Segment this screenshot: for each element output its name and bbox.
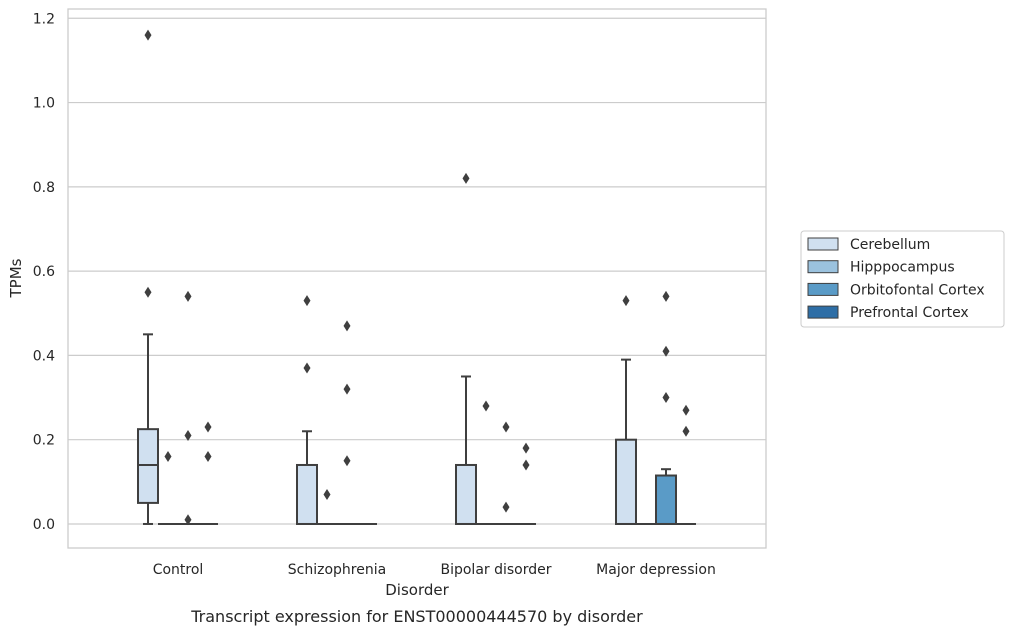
box-body <box>455 463 477 525</box>
outlier-point <box>204 421 212 433</box>
outlier-point <box>303 362 311 374</box>
x-tick-label: Schizophrenia <box>288 562 386 578</box>
outlier-point <box>462 172 470 184</box>
legend-label: Cerebellum <box>850 237 930 253</box>
y-tick-labels: 0.0 0.2 0.4 0.6 0.8 1.0 1.2 <box>33 11 55 533</box>
outlier-point <box>502 501 510 513</box>
y-tick-label: 0.8 <box>33 180 55 196</box>
outlier-point <box>662 290 670 302</box>
x-tick-label: Bipolar disorder <box>440 562 551 578</box>
x-tick-label: Major depression <box>596 562 716 578</box>
outlier-point <box>622 295 630 307</box>
box-body <box>655 474 677 525</box>
outlier-point <box>522 442 530 454</box>
box-body <box>615 438 637 525</box>
chart-caption: Transcript expression for ENST0000044457… <box>190 607 643 626</box>
y-tick-label: 0.4 <box>33 348 55 364</box>
box-3-0 <box>615 295 637 525</box>
y-tick-label: 0.2 <box>33 433 55 449</box>
box-2-0 <box>455 172 477 525</box>
legend-swatch <box>807 260 839 274</box>
box-0-2 <box>178 290 198 526</box>
box-3-2 <box>655 290 677 525</box>
plot-marks <box>137 29 696 526</box>
legend-swatch <box>807 282 839 296</box>
box-3-3 <box>676 404 696 525</box>
box-body <box>296 463 318 525</box>
outlier-point <box>682 425 690 437</box>
outlier-point <box>184 429 192 441</box>
outlier-point <box>482 400 490 412</box>
outlier-point <box>164 451 172 463</box>
legend-frame <box>800 230 1005 328</box>
box-1-2 <box>337 320 357 525</box>
legend-swatch <box>807 237 839 251</box>
outlier-point <box>204 451 212 463</box>
x-tick-labels: Control Schizophrenia Bipolar disorder Majo… <box>153 562 716 578</box>
outlier-point <box>343 383 351 395</box>
legend: Cerebellum Hipppocampus Orbitofontal Corte… <box>800 230 1005 328</box>
outlier-point <box>343 455 351 467</box>
y-tick-label: 1.0 <box>33 96 55 112</box>
outlier-point <box>184 514 192 526</box>
y-tick-label: 1.2 <box>33 11 55 27</box>
outlier-point <box>522 459 530 471</box>
box-0-1 <box>158 451 178 525</box>
legend-swatch <box>807 305 839 319</box>
x-axis-label: Disorder <box>385 581 449 599</box>
outlier-point <box>184 290 192 302</box>
outlier-point <box>343 320 351 332</box>
box-0-3 <box>198 421 218 525</box>
y-tick-label: 0.6 <box>33 264 55 280</box>
outlier-point <box>682 404 690 416</box>
legend-label: Orbitofontal Cortex <box>850 282 985 298</box>
box-2-2 <box>496 421 516 525</box>
y-tick-label: 0.0 <box>33 517 55 533</box>
box-0-0 <box>137 29 159 525</box>
y-axis-label: TPMs <box>7 258 25 298</box>
box-body <box>137 428 159 504</box>
outlier-point <box>144 29 152 41</box>
outlier-point <box>323 488 331 500</box>
outlier-point <box>303 295 311 307</box>
outlier-point <box>144 286 152 298</box>
plot-frame <box>67 8 767 549</box>
box-2-1 <box>476 400 496 525</box>
x-tick-label: Control <box>153 562 204 578</box>
box-1-0 <box>296 295 318 525</box>
box-2-3 <box>516 442 536 525</box>
outlier-point <box>662 392 670 404</box>
box-1-1 <box>317 488 337 525</box>
outlier-point <box>502 421 510 433</box>
grid-lines <box>68 17 766 525</box>
legend-label: Hipppocampus <box>850 260 955 276</box>
legend-label: Prefrontal Cortex <box>850 305 969 321</box>
outlier-point <box>662 345 670 357</box>
